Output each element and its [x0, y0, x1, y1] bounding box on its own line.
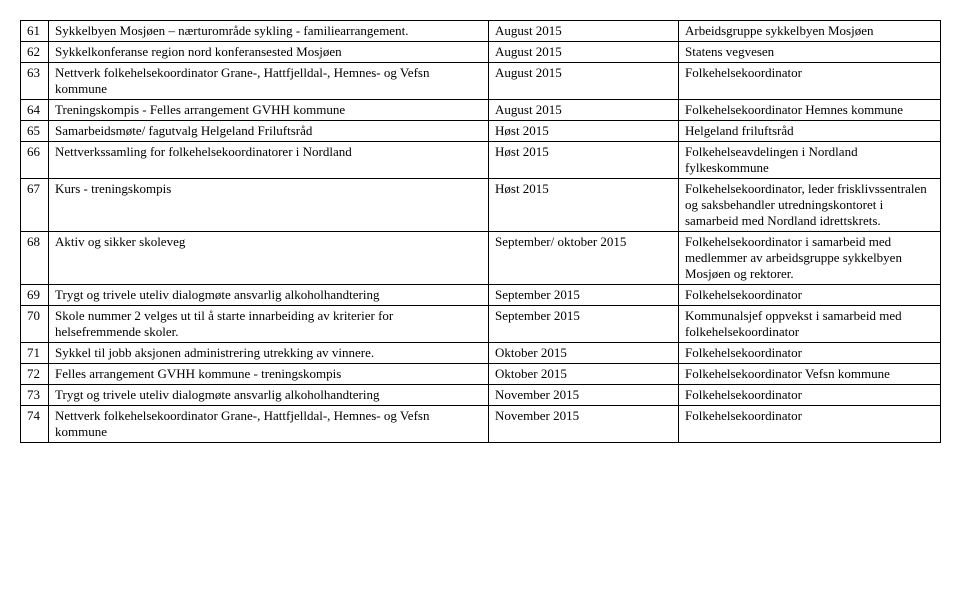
row-date: August 2015 [489, 63, 679, 100]
row-description: Sykkel til jobb aksjonen administrering … [49, 343, 489, 364]
row-responsible: Kommunalsjef oppvekst i samarbeid med fo… [679, 306, 941, 343]
row-responsible: Folkehelsekoordinator [679, 385, 941, 406]
row-description: Aktiv og sikker skoleveg [49, 232, 489, 285]
row-date: September 2015 [489, 306, 679, 343]
row-number: 64 [21, 100, 49, 121]
table-row: 62Sykkelkonferanse region nord konferans… [21, 42, 941, 63]
row-responsible: Folkehelsekoordinator i samarbeid med me… [679, 232, 941, 285]
row-number: 74 [21, 406, 49, 443]
row-description: Trygt og trivele uteliv dialogmøte ansva… [49, 385, 489, 406]
table-row: 64Treningskompis - Felles arrangement GV… [21, 100, 941, 121]
row-responsible: Folkehelsekoordinator Vefsn kommune [679, 364, 941, 385]
row-number: 71 [21, 343, 49, 364]
row-date: September/ oktober 2015 [489, 232, 679, 285]
table-row: 63Nettverk folkehelsekoordinator Grane-,… [21, 63, 941, 100]
row-description: Sykkelkonferanse region nord konferanses… [49, 42, 489, 63]
table-row: 68Aktiv og sikker skolevegSeptember/ okt… [21, 232, 941, 285]
row-number: 61 [21, 21, 49, 42]
row-responsible: Helgeland friluftsråd [679, 121, 941, 142]
row-responsible: Folkehelsekoordinator [679, 63, 941, 100]
row-description: Nettverk folkehelsekoordinator Grane-, H… [49, 63, 489, 100]
row-date: August 2015 [489, 21, 679, 42]
row-number: 72 [21, 364, 49, 385]
row-responsible: Statens vegvesen [679, 42, 941, 63]
row-date: Høst 2015 [489, 121, 679, 142]
table-row: 67Kurs - treningskompisHøst 2015Folkehel… [21, 179, 941, 232]
table-row: 74Nettverk folkehelsekoordinator Grane-,… [21, 406, 941, 443]
row-date: Oktober 2015 [489, 364, 679, 385]
row-description: Sykkelbyen Mosjøen – nærturområde syklin… [49, 21, 489, 42]
row-description: Nettverk folkehelsekoordinator Grane-, H… [49, 406, 489, 443]
schedule-table: 61Sykkelbyen Mosjøen – nærturområde sykl… [20, 20, 941, 443]
row-date: Høst 2015 [489, 142, 679, 179]
row-description: Skole nummer 2 velges ut til å starte in… [49, 306, 489, 343]
row-date: November 2015 [489, 385, 679, 406]
row-description: Nettverkssamling for folkehelsekoordinat… [49, 142, 489, 179]
row-date: Høst 2015 [489, 179, 679, 232]
table-row: 72Felles arrangement GVHH kommune - tren… [21, 364, 941, 385]
table-row: 71Sykkel til jobb aksjonen administrerin… [21, 343, 941, 364]
row-description: Treningskompis - Felles arrangement GVHH… [49, 100, 489, 121]
row-responsible: Folkehelseavdelingen i Nordland fylkesko… [679, 142, 941, 179]
row-responsible: Folkehelsekoordinator [679, 285, 941, 306]
row-date: November 2015 [489, 406, 679, 443]
row-number: 67 [21, 179, 49, 232]
row-number: 65 [21, 121, 49, 142]
row-responsible: Folkehelsekoordinator [679, 343, 941, 364]
row-description: Samarbeidsmøte/ fagutvalg Helgeland Fril… [49, 121, 489, 142]
row-description: Kurs - treningskompis [49, 179, 489, 232]
row-responsible: Folkehelsekoordinator [679, 406, 941, 443]
table-row: 69Trygt og trivele uteliv dialogmøte ans… [21, 285, 941, 306]
row-responsible: Folkehelsekoordinator Hemnes kommune [679, 100, 941, 121]
row-number: 63 [21, 63, 49, 100]
row-description: Trygt og trivele uteliv dialogmøte ansva… [49, 285, 489, 306]
row-responsible: Arbeidsgruppe sykkelbyen Mosjøen [679, 21, 941, 42]
row-date: August 2015 [489, 100, 679, 121]
table-row: 73Trygt og trivele uteliv dialogmøte ans… [21, 385, 941, 406]
row-date: August 2015 [489, 42, 679, 63]
table-row: 65Samarbeidsmøte/ fagutvalg Helgeland Fr… [21, 121, 941, 142]
table-row: 66Nettverkssamling for folkehelsekoordin… [21, 142, 941, 179]
row-number: 69 [21, 285, 49, 306]
table-row: 61Sykkelbyen Mosjøen – nærturområde sykl… [21, 21, 941, 42]
row-number: 62 [21, 42, 49, 63]
row-number: 70 [21, 306, 49, 343]
row-date: Oktober 2015 [489, 343, 679, 364]
row-number: 73 [21, 385, 49, 406]
row-responsible: Folkehelsekoordinator, leder frisklivsse… [679, 179, 941, 232]
row-number: 66 [21, 142, 49, 179]
row-number: 68 [21, 232, 49, 285]
row-date: September 2015 [489, 285, 679, 306]
row-description: Felles arrangement GVHH kommune - trenin… [49, 364, 489, 385]
table-row: 70Skole nummer 2 velges ut til å starte … [21, 306, 941, 343]
